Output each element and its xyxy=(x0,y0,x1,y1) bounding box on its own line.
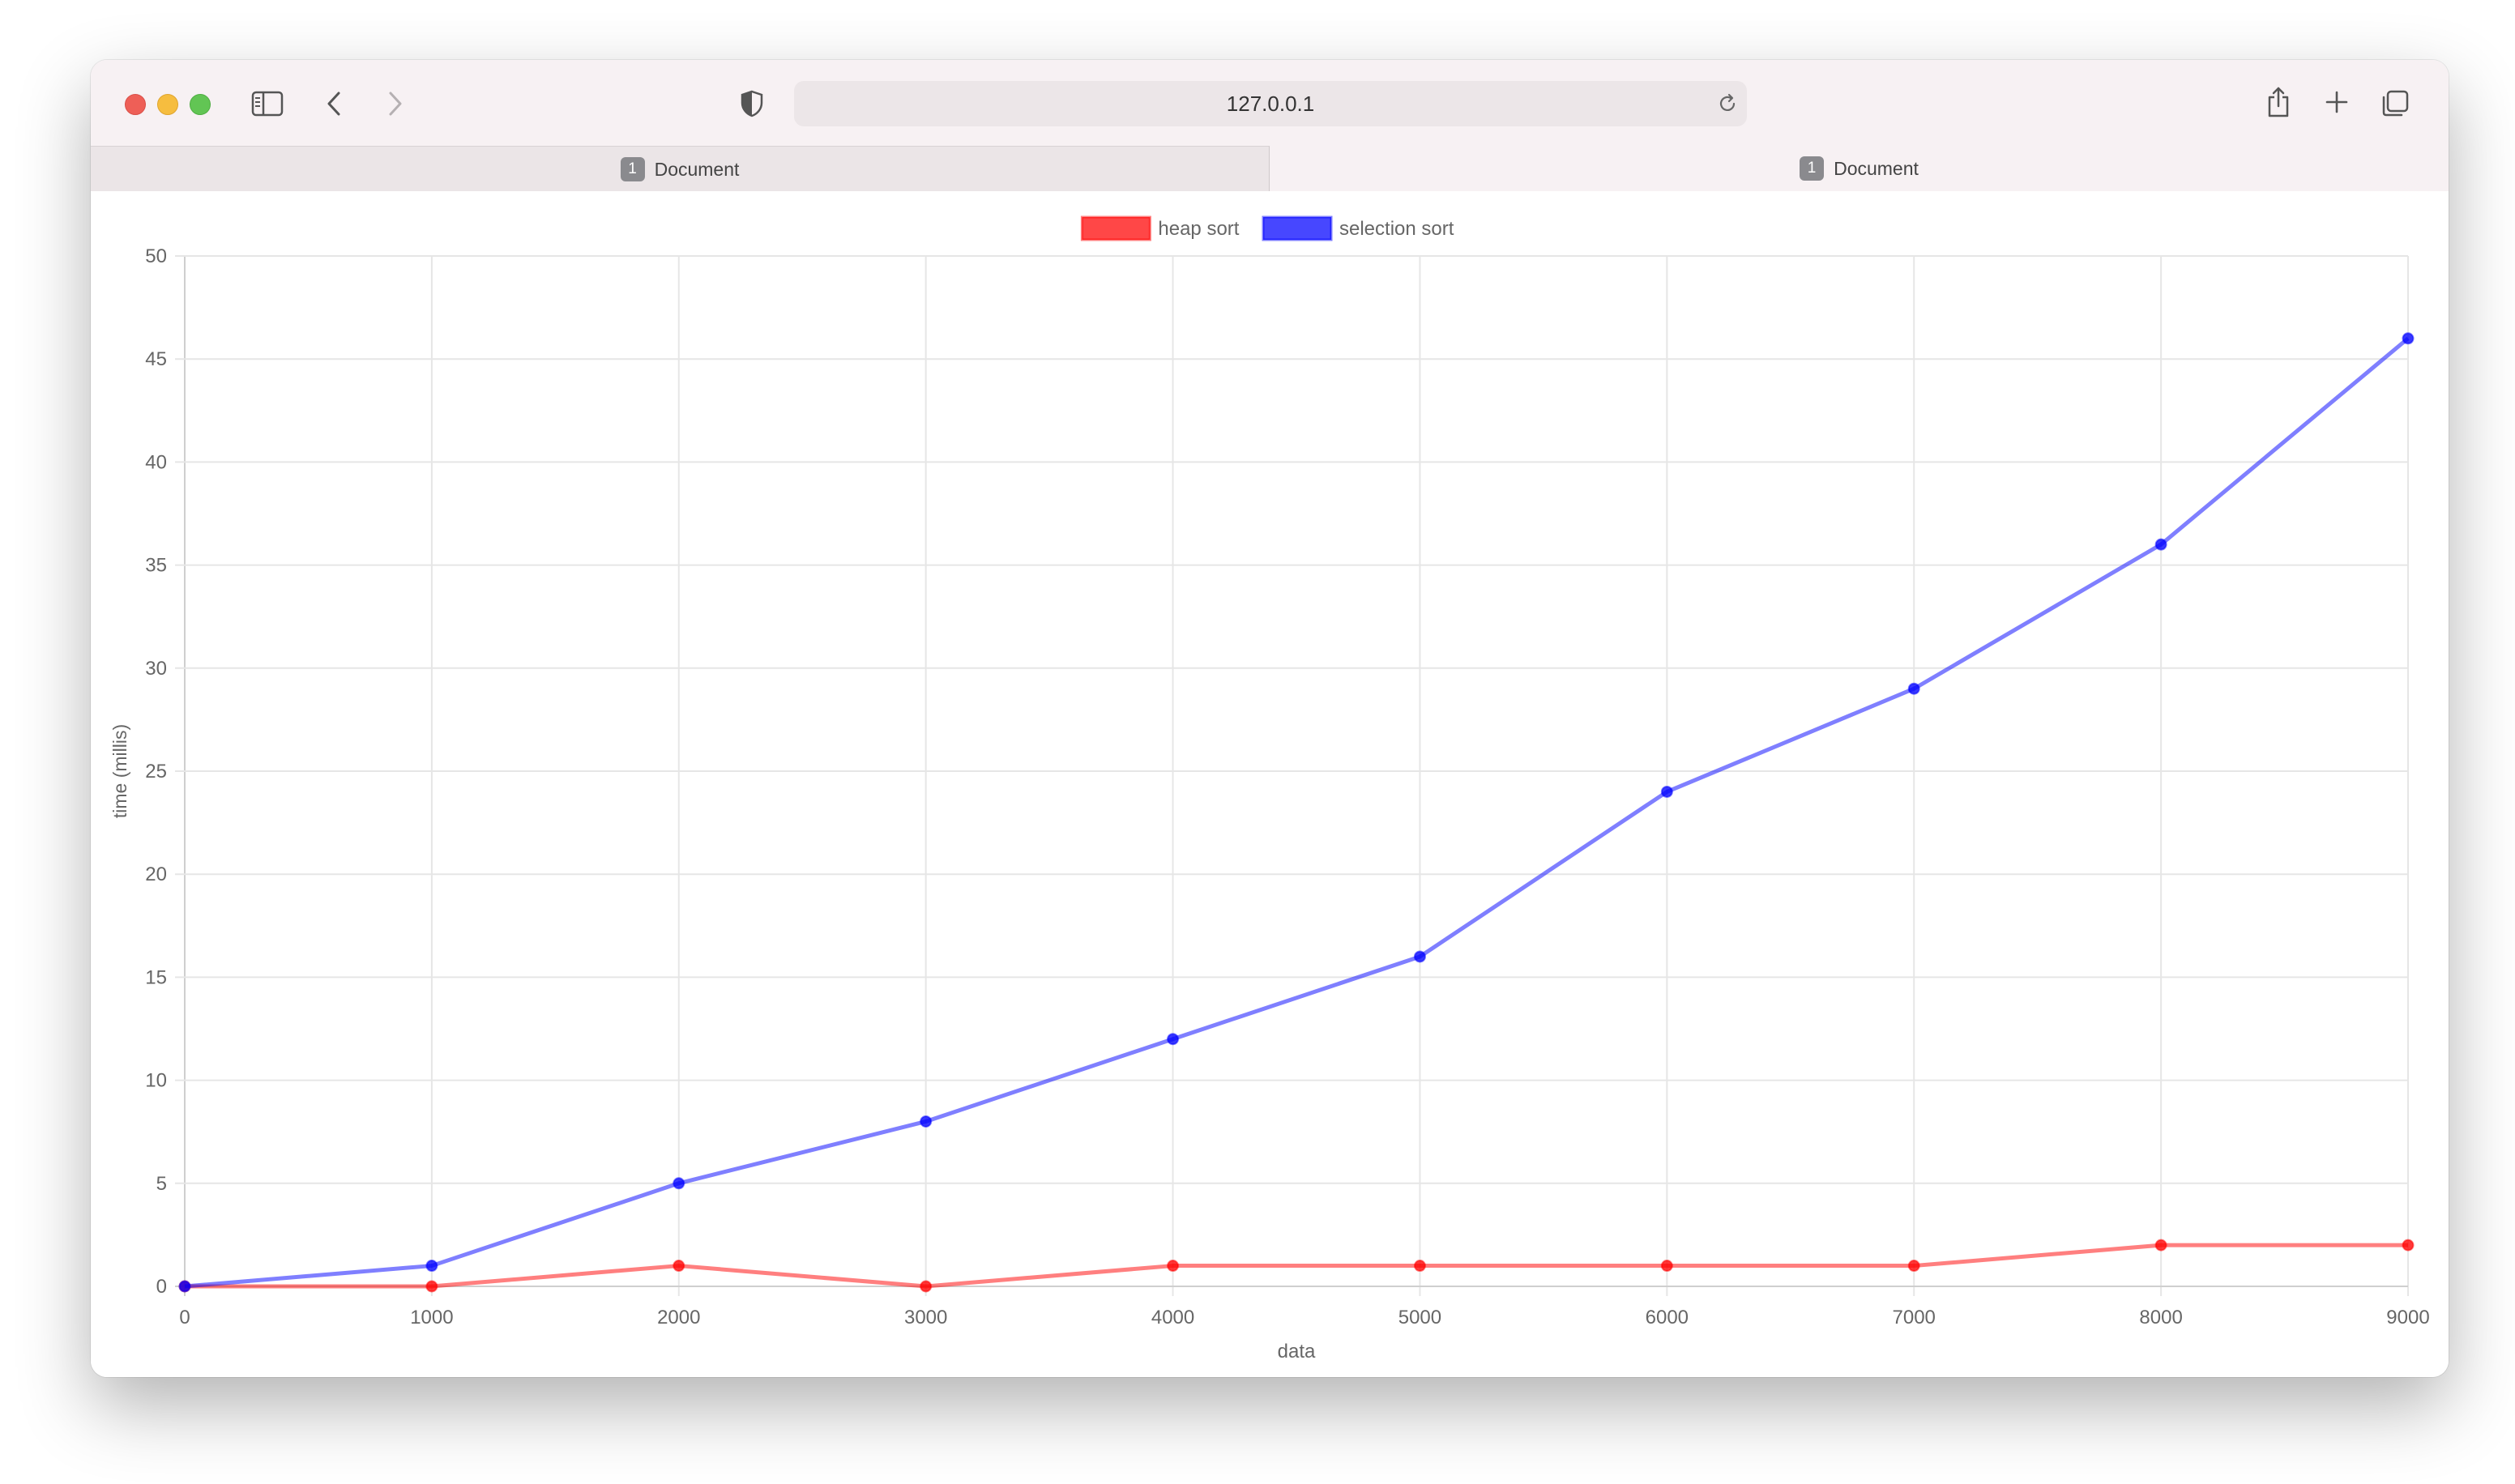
y-tick-label: 20 xyxy=(145,864,167,885)
y-tick-label: 40 xyxy=(145,451,167,473)
close-window-button[interactable] xyxy=(125,94,146,115)
data-point xyxy=(920,1115,933,1128)
y-tick-label: 35 xyxy=(145,555,167,577)
zoom-window-button[interactable] xyxy=(190,94,211,115)
tab-label: Document xyxy=(1834,157,1919,179)
data-point xyxy=(1907,1260,1920,1273)
back-icon[interactable] xyxy=(318,86,350,122)
y-tick-label: 45 xyxy=(145,348,167,370)
tab-badge: 1 xyxy=(1800,156,1825,181)
sidebar-icon[interactable] xyxy=(250,87,285,120)
data-point xyxy=(920,1280,933,1293)
forward-icon[interactable] xyxy=(379,86,412,122)
new-tab-icon[interactable] xyxy=(2322,87,2351,117)
tab-document-1[interactable]: 1 Document xyxy=(91,146,1270,192)
data-point xyxy=(1167,1260,1180,1273)
x-tick-label: 0 xyxy=(179,1307,190,1328)
legend-label: heap sort xyxy=(1158,218,1239,240)
legend-swatch xyxy=(1080,215,1151,241)
data-point xyxy=(2154,1239,2167,1252)
page-content: 0 1000 2000 3000 4000 5000 6000 7000 8000 9000 0 5 1… xyxy=(91,191,2449,1377)
data-point xyxy=(673,1177,685,1190)
data-point xyxy=(1660,785,1673,798)
y-tick-label: 5 xyxy=(156,1173,167,1195)
y-tick-label: 30 xyxy=(145,658,167,680)
y-tick-label: 15 xyxy=(145,966,167,988)
data-point xyxy=(1413,950,1426,963)
data-point xyxy=(2402,1239,2415,1252)
data-point xyxy=(425,1280,438,1293)
address-bar[interactable]: 127.0.0.1 xyxy=(794,81,1747,126)
data-point xyxy=(1413,1260,1426,1273)
y-tick-label: 25 xyxy=(145,761,167,783)
x-tick-label: 7000 xyxy=(1893,1307,1936,1328)
tab-bar: 1 Document 1 Document xyxy=(91,146,2449,192)
y-tick-label: 10 xyxy=(145,1070,167,1092)
share-icon[interactable] xyxy=(2262,83,2295,122)
x-tick-label: 2000 xyxy=(657,1307,700,1328)
x-axis-label: data xyxy=(1278,1341,1316,1362)
x-tick-label: 3000 xyxy=(904,1307,947,1328)
series-line-1 xyxy=(184,336,2410,1289)
legend-swatch xyxy=(1262,215,1333,241)
x-tick-label: 6000 xyxy=(1646,1307,1689,1328)
reload-icon[interactable] xyxy=(1714,91,1740,117)
x-tick-label: 4000 xyxy=(1151,1307,1194,1328)
tab-label: Document xyxy=(654,158,740,180)
series-line-0 xyxy=(185,1243,2408,1289)
tab-overview-icon[interactable] xyxy=(2379,87,2411,120)
data-point xyxy=(178,1280,191,1293)
y-axis-label: time (millis) xyxy=(109,724,130,818)
data-point xyxy=(2402,332,2415,345)
browser-window: 127.0.0.1 xyxy=(91,60,2449,1377)
y-tick-label: 50 xyxy=(145,245,167,267)
tab-document-2[interactable]: 1 Document xyxy=(1270,146,2449,191)
data-point xyxy=(2154,538,2167,551)
y-tick-label: 0 xyxy=(156,1276,167,1298)
data-point xyxy=(673,1260,685,1273)
x-tick-label: 8000 xyxy=(2139,1307,2182,1328)
data-point xyxy=(1907,682,1920,695)
legend-label: selection sort xyxy=(1339,218,1454,240)
url-text: 127.0.0.1 xyxy=(1226,92,1315,116)
x-tick-label: 5000 xyxy=(1398,1307,1441,1328)
privacy-shield-icon[interactable] xyxy=(736,86,768,122)
data-point xyxy=(1167,1033,1180,1046)
data-point xyxy=(1660,1260,1673,1273)
x-tick-label: 1000 xyxy=(410,1307,453,1328)
x-tick-label: 9000 xyxy=(2386,1307,2429,1328)
data-point xyxy=(425,1260,438,1273)
tab-badge: 1 xyxy=(620,157,645,181)
line-chart: 0 1000 2000 3000 4000 5000 6000 7000 8000 9000 0 5 1… xyxy=(109,215,2430,1362)
browser-toolbar: 127.0.0.1 xyxy=(91,60,2449,146)
minimize-window-button[interactable] xyxy=(157,94,178,115)
